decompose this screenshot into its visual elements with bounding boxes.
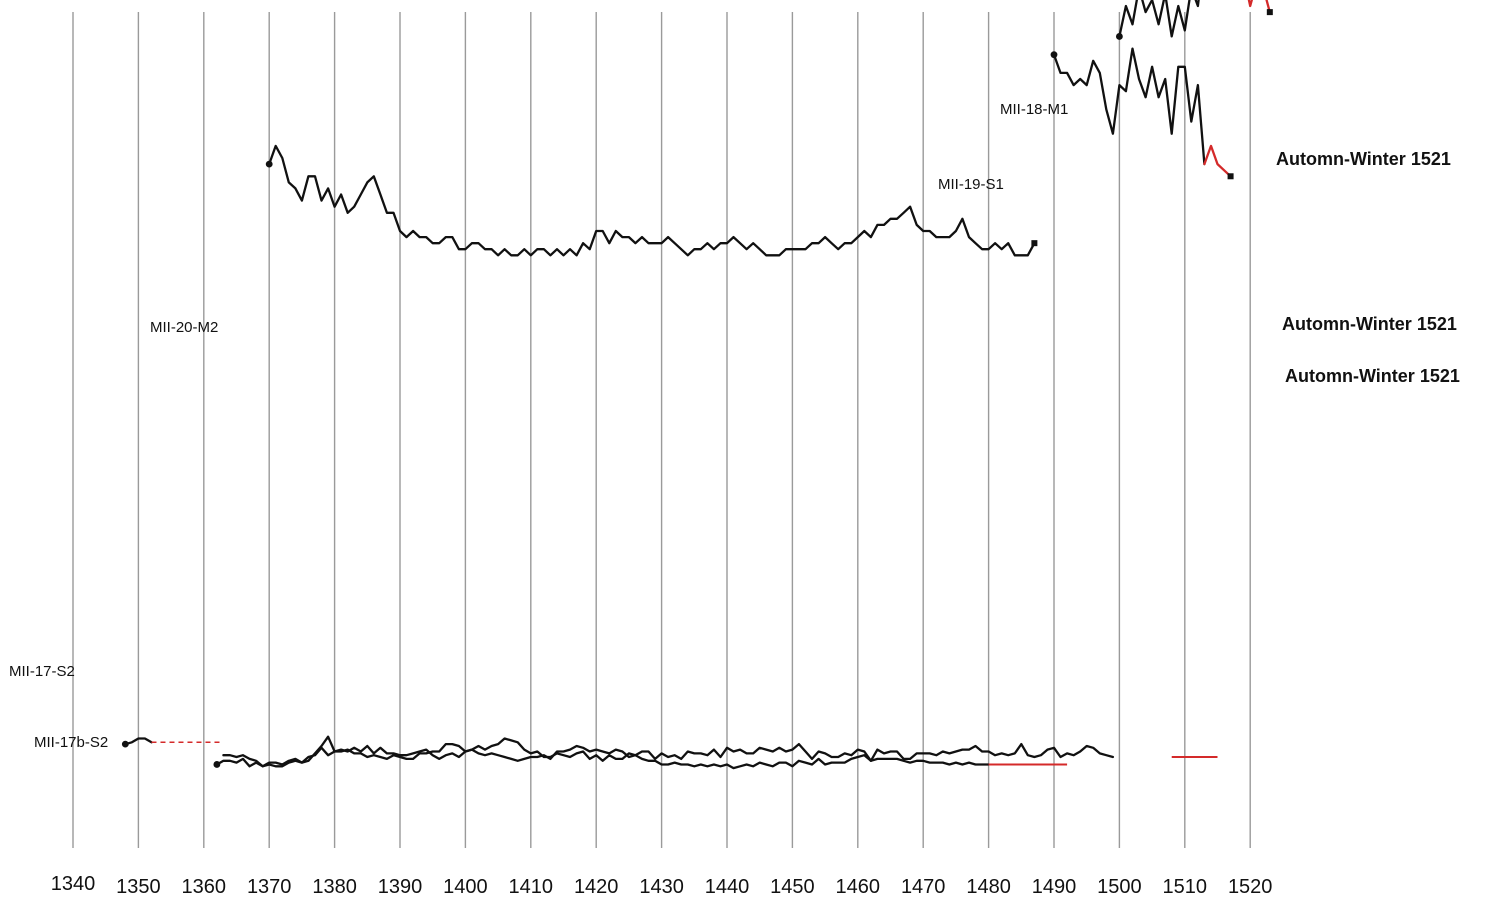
x-tick-label-1390: 1390 bbox=[378, 876, 423, 898]
x-tick-label-1370: 1370 bbox=[247, 876, 292, 898]
x-tick-label-1410: 1410 bbox=[509, 876, 554, 898]
series-label-mii-17-s2: MII-17-S2 bbox=[9, 663, 75, 680]
series-line-mii-19-s1 bbox=[1052, 47, 1206, 166]
x-tick-label-1440: 1440 bbox=[705, 876, 750, 898]
x-tick-label-1430: 1430 bbox=[639, 876, 684, 898]
x-tick-label-1400: 1400 bbox=[443, 876, 488, 898]
x-tick-label-1470: 1470 bbox=[901, 876, 946, 898]
x-tick-label-1340: 1340 bbox=[51, 873, 96, 895]
end-marker-mii-19-s1 bbox=[1227, 173, 1234, 180]
annotation-mii-19-s1: Automn-Winter 1521 bbox=[1282, 314, 1457, 334]
start-marker-mii-20-m2 bbox=[265, 160, 273, 168]
series-line-mii-17b-s2 bbox=[215, 735, 1115, 768]
end-marker-mii-18-m1 bbox=[1266, 9, 1273, 16]
series-label-mii-18-m1: MII-18-M1 bbox=[1000, 101, 1068, 118]
x-tick-label-1350: 1350 bbox=[116, 876, 161, 898]
x-tick-label-1460: 1460 bbox=[836, 876, 881, 898]
x-tick-label-1510: 1510 bbox=[1163, 876, 1208, 898]
x-tick-label-1450: 1450 bbox=[770, 876, 815, 898]
vertical-gridlines bbox=[72, 12, 1251, 848]
x-axis-tick-labels: 1340 1350 1360 1370 1380 1390 1400 1410 1420 1430… bbox=[51, 873, 1273, 898]
x-tick-label-1480: 1480 bbox=[966, 876, 1011, 898]
start-marker-mii-18-m1 bbox=[1116, 33, 1123, 40]
start-marker-mii-17-s2 bbox=[121, 740, 129, 748]
x-tick-label-1380: 1380 bbox=[312, 876, 357, 898]
annotation-mii-20-m2: Automn-Winter 1521 bbox=[1285, 366, 1460, 386]
series-markers bbox=[121, 9, 1273, 768]
x-tick-label-1520: 1520 bbox=[1228, 876, 1273, 898]
end-marker-mii-20-m2 bbox=[1031, 240, 1038, 247]
series-line-mii-17-s2-b bbox=[222, 742, 990, 770]
series-label-mii-17b-s2: MII-17b-S2 bbox=[34, 734, 108, 751]
series-label-mii-20-m2: MII-20-M2 bbox=[150, 319, 218, 336]
series-line-mii-20-m2 bbox=[268, 144, 1036, 257]
x-tick-label-1490: 1490 bbox=[1032, 876, 1077, 898]
series-line-mii-17-s2-a bbox=[124, 737, 153, 746]
series-line-mii-18-m1 bbox=[1118, 0, 1200, 38]
series-highlight-mii-19-s1 bbox=[1203, 144, 1232, 178]
start-marker-mii-17b-s2 bbox=[213, 761, 221, 768]
start-marker-mii-19-s1 bbox=[1050, 51, 1058, 59]
series-label-mii-19-s1: MII-19-S1 bbox=[938, 176, 1004, 193]
series-highlight-mii-18-m1 bbox=[1247, 0, 1271, 14]
annotation-mii-18-m1: Automn-Winter 1521 bbox=[1276, 149, 1451, 169]
series-layer bbox=[124, 0, 1271, 770]
x-tick-label-1500: 1500 bbox=[1097, 876, 1142, 898]
x-tick-label-1360: 1360 bbox=[182, 876, 227, 898]
x-tick-label-1420: 1420 bbox=[574, 876, 619, 898]
